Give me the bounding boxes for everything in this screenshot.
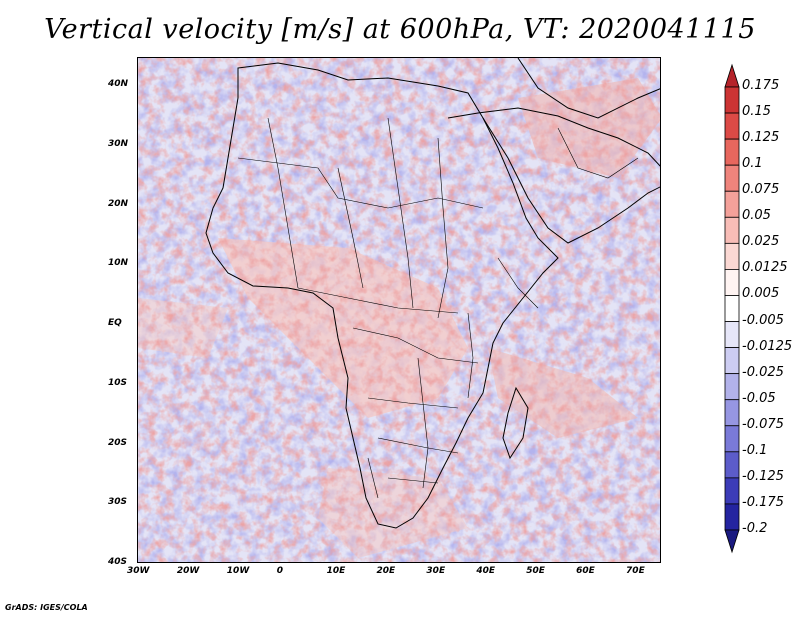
colorbar-label: -0.2	[742, 521, 768, 536]
lon-label: 50E	[526, 566, 545, 576]
colorbar-segment	[724, 86, 740, 114]
colorbar-label: -0.025	[742, 364, 784, 380]
map-title: Vertical velocity [m/s] at 600hPa, VT: 2…	[44, 14, 756, 45]
colorbar-label: 0.005	[742, 286, 780, 302]
lon-label: 70E	[626, 566, 645, 576]
colorbar-segment	[724, 321, 740, 348]
colorbar-segment	[724, 269, 740, 296]
lon-label: 10E	[326, 566, 346, 576]
colorbar-segment	[724, 373, 740, 401]
colorbar-max-arrow	[724, 63, 740, 88]
colorbar-segment	[724, 503, 740, 531]
lat-label: 40S	[108, 557, 128, 567]
colorbar-label: -0.0125	[742, 338, 793, 354]
colorbar-segment	[724, 425, 740, 453]
colorbar-label: 0.15	[742, 104, 771, 120]
lat-label: EQ	[108, 318, 122, 328]
lon-label: 40E	[476, 566, 496, 576]
lat-label: 10S	[108, 377, 128, 388]
colorbar-min-arrow	[724, 529, 740, 554]
lon-label: 30E	[426, 566, 446, 576]
colorbar-label: 0.125	[742, 130, 780, 146]
colorbar-label: -0.05	[742, 390, 776, 406]
lat-label: 30S	[108, 497, 128, 508]
colorbar-segment	[724, 216, 740, 244]
colorbar-label: -0.075	[742, 416, 784, 432]
colorbar-segment	[724, 190, 740, 218]
lon-label: 30W	[127, 566, 150, 576]
colorbar-segment	[724, 112, 740, 140]
lon-label: 60E	[576, 566, 595, 576]
colorbar-segment	[724, 138, 740, 166]
colorbar-segment	[724, 347, 740, 375]
lat-label: 30N	[108, 138, 129, 149]
lon-label: 0	[276, 566, 283, 576]
colorbar-label: 0.0125	[742, 260, 788, 276]
colorbar-label: 0.175	[742, 78, 780, 93]
colorbar-label: -0.125	[742, 468, 784, 484]
lat-label: 40N	[108, 79, 129, 89]
colorbar-segment	[724, 451, 740, 479]
colorbar-segment	[724, 164, 740, 192]
colorbar-segment	[724, 399, 740, 427]
lat-label: 20N	[108, 198, 129, 209]
colorbar-segment	[724, 477, 740, 505]
lat-label: 20S	[108, 437, 128, 448]
country-borders	[237, 117, 639, 499]
colorbar-label: 0.025	[742, 234, 780, 250]
colorbar-label: -0.175	[742, 494, 784, 510]
upward-motion-zones	[138, 58, 660, 562]
colorbar-label: -0.005	[742, 312, 784, 328]
velocity-field-map	[138, 58, 660, 562]
colorbar-segment	[724, 295, 740, 322]
colorbar-label: 0.1	[742, 156, 763, 172]
lon-label: 10W	[226, 566, 250, 576]
lat-label: 10N	[108, 258, 129, 269]
colorbar-segment	[724, 242, 740, 270]
grads-credit: GrADS: IGES/COLA	[5, 603, 88, 612]
colorbar-label: -0.1	[742, 442, 768, 458]
lon-label: 20W	[176, 566, 200, 576]
colorbar-label: 0.075	[742, 182, 780, 198]
coastlines	[205, 58, 660, 529]
lon-label: 20E	[376, 566, 396, 576]
map-plot-area	[137, 57, 661, 563]
colorbar-label: 0.05	[742, 208, 771, 224]
